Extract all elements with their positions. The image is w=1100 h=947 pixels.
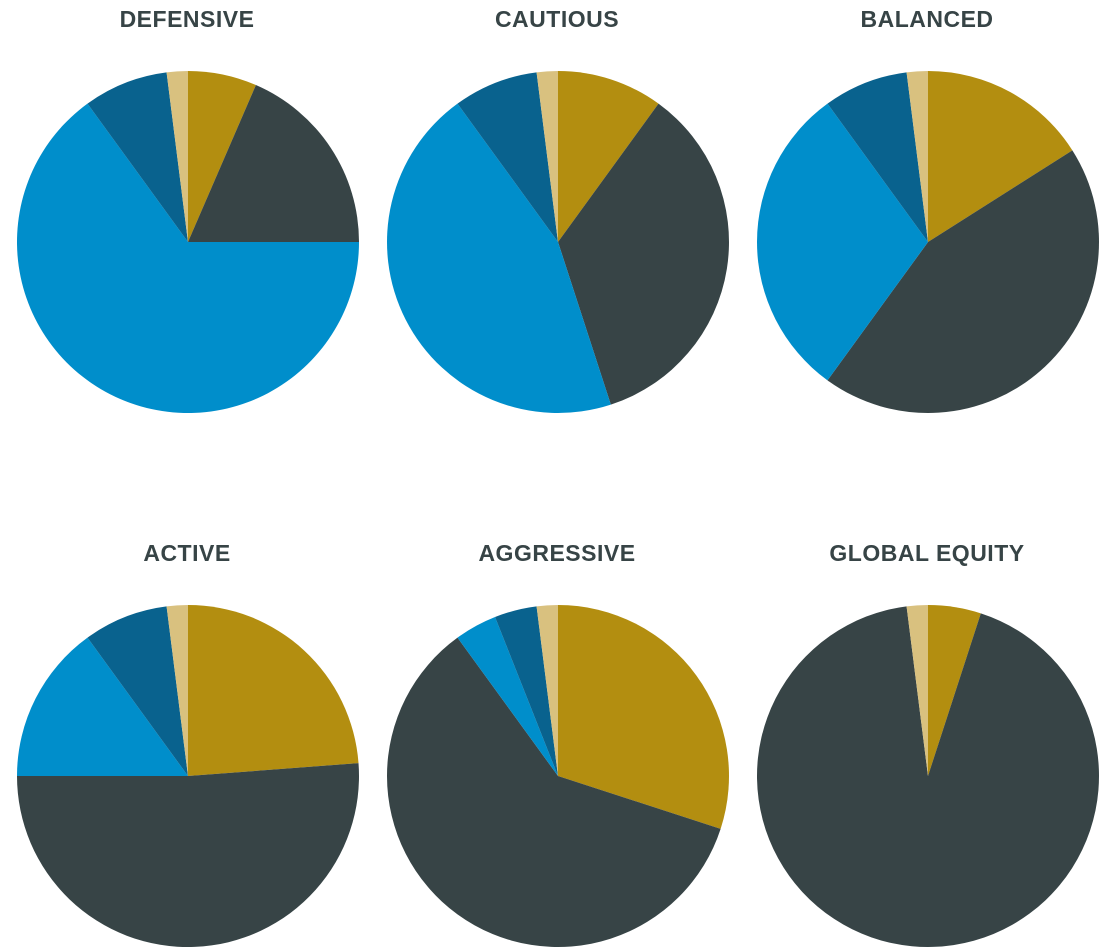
pie-slice-3: [495, 606, 558, 776]
pie-slice-4: [166, 605, 188, 776]
pie-slice-4: [536, 605, 558, 776]
pie-chart-cautious: [387, 71, 729, 413]
pie-title: CAUTIOUS: [494, 6, 620, 32]
pie-slice-3: [87, 606, 188, 776]
pie-slice-1: [188, 85, 359, 242]
pie-slice-1: [827, 150, 1100, 413]
pie-slice-1: [17, 763, 359, 947]
pie-slice-0: [188, 71, 256, 242]
pie-slice-3: [827, 72, 928, 242]
pie-slice-4: [906, 605, 928, 776]
pie-chart-aggressive: [386, 605, 729, 947]
pie-slice-2: [757, 103, 928, 381]
pie-slice-0: [928, 605, 981, 776]
pie-title: GLOBAL EQUITY: [829, 540, 1025, 566]
pie-slice-1: [757, 606, 1099, 947]
pie-slice-4: [536, 71, 558, 242]
pie-title: DEFENSIVE: [119, 6, 255, 32]
pie-chart-global-equity: [757, 605, 1099, 947]
pie-chart-defensive: [17, 71, 360, 414]
pie-slice-1: [558, 103, 729, 405]
pie-slice-4: [906, 71, 928, 242]
pie-slice-0: [558, 605, 729, 829]
pie-slice-0: [928, 71, 1073, 242]
pie-slice-2: [17, 637, 188, 776]
pie-slice-3: [457, 72, 558, 242]
pie-slice-2: [457, 617, 558, 776]
pie-title: ACTIVE: [143, 540, 231, 566]
pie-slice-4: [166, 71, 188, 242]
pie-slice-1: [386, 637, 721, 947]
pie-title: BALANCED: [860, 6, 994, 32]
pie-slice-3: [87, 72, 188, 242]
pie-slice-0: [558, 71, 659, 242]
pie-slice-2: [17, 103, 360, 414]
pie-slice-0: [188, 605, 359, 776]
pie-chart-balanced: [757, 71, 1100, 413]
pie-title: AGGRESSIVE: [478, 540, 636, 566]
pie-chart-active: [17, 605, 359, 947]
pie-slice-2: [387, 103, 611, 413]
